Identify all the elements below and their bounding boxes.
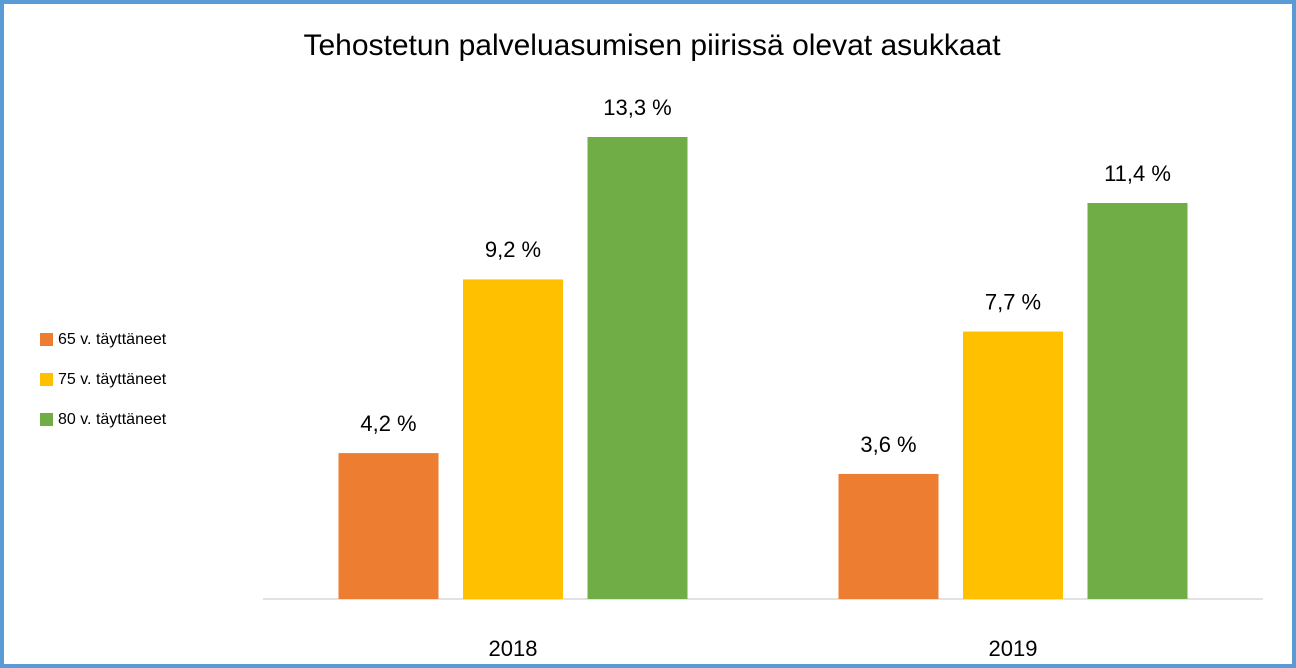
data-label: 3,6 %: [860, 432, 916, 457]
bar: [838, 473, 939, 599]
legend-label: 75 v. täyttäneet: [58, 371, 167, 388]
data-label: 13,3 %: [603, 95, 672, 120]
bar: [963, 331, 1063, 599]
bar: [463, 279, 563, 599]
x-tick-label: 2018: [489, 636, 538, 661]
bar: [587, 137, 688, 599]
data-label: 9,2 %: [485, 237, 541, 262]
data-label: 7,7 %: [985, 289, 1041, 314]
data-label: 11,4 %: [1104, 161, 1171, 186]
legend-label: 80 v. täyttäneet: [58, 411, 167, 428]
x-tick-label: 2019: [989, 636, 1038, 661]
legend-label: 65 v. täyttäneet: [58, 331, 167, 348]
chart-title: Tehostetun palveluasumisen piirissä olev…: [303, 29, 1001, 62]
bar: [338, 453, 439, 599]
bar: [1087, 203, 1188, 599]
legend-swatch: [40, 413, 53, 426]
legend-swatch: [40, 333, 53, 346]
legend-swatch: [40, 373, 53, 386]
data-label: 4,2 %: [360, 411, 416, 436]
